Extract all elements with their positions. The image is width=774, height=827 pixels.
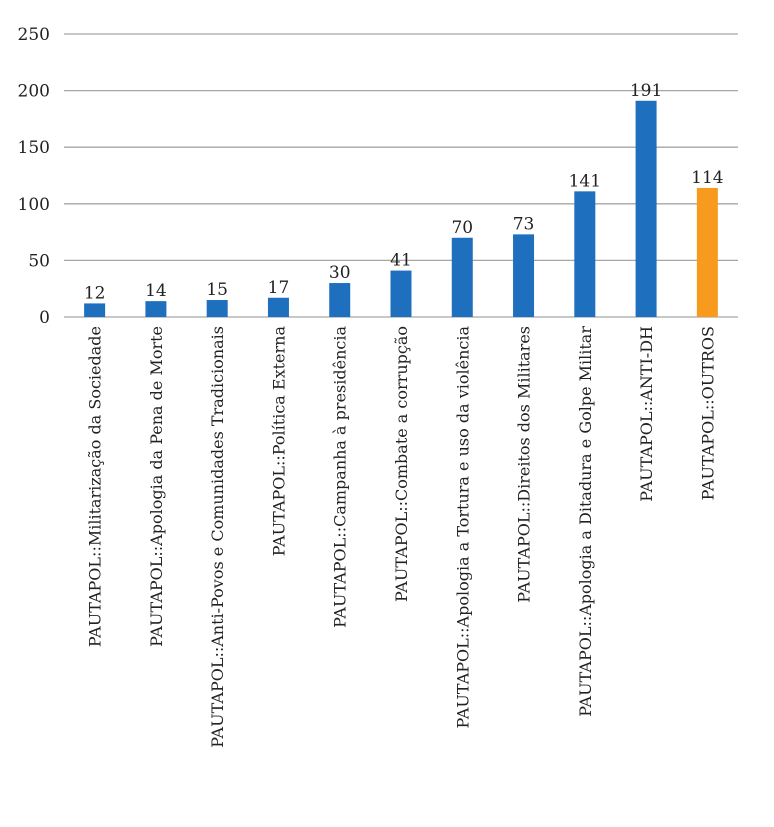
y-tick-label: 150 [18, 138, 50, 158]
data-label: 41 [390, 251, 412, 271]
x-category-label: PAUTAPOL::Apologia a Tortura e uso da vi… [453, 326, 472, 729]
y-tick-label: 250 [18, 25, 50, 45]
data-label: 12 [84, 283, 106, 303]
bar-11 [696, 187, 718, 317]
x-category-label: PAUTAPOL::Direitos dos Militares [515, 326, 534, 603]
data-labels: 12 14 15 17 30 41 70 73 141 191 114 [84, 81, 724, 304]
bar-4 [267, 297, 289, 317]
y-tick-label: 0 [39, 308, 50, 328]
x-category-label: PAUTAPOL::Apologia da Pena de Morte [147, 326, 166, 647]
x-category-label: PAUTAPOL::ANTI-DH [637, 326, 656, 502]
y-tick-label: 50 [28, 251, 50, 271]
x-category-label: PAUTAPOL::Campanha à presidência [331, 326, 350, 628]
y-axis-ticks: 0 50 100 150 200 250 [18, 25, 50, 328]
gridlines [64, 33, 738, 318]
x-category-label: PAUTAPOL::Política Externa [269, 326, 288, 557]
bar-3 [206, 300, 228, 317]
x-category-label: PAUTAPOL::Combate a corrupção [392, 326, 411, 602]
x-axis-categories: PAUTAPOL::Militarização da Sociedade PAUT… [86, 326, 718, 748]
data-label: 14 [145, 281, 167, 301]
data-label: 141 [569, 171, 601, 191]
bar-6 [390, 270, 412, 317]
y-tick-label: 200 [18, 82, 50, 102]
bars [84, 100, 718, 318]
bar-2 [145, 301, 167, 317]
bar-8 [513, 234, 535, 317]
bar-10 [635, 100, 657, 318]
bar-7 [451, 237, 473, 317]
bar-5 [329, 283, 351, 317]
data-label: 70 [451, 218, 473, 238]
data-label: 17 [268, 278, 290, 298]
bar-9 [574, 191, 596, 317]
x-category-label: PAUTAPOL::OUTROS [698, 326, 717, 500]
x-category-label: PAUTAPOL::Militarização da Sociedade [86, 326, 105, 647]
data-label: 73 [513, 214, 535, 234]
data-label: 15 [206, 280, 228, 300]
bar-1 [84, 303, 106, 317]
data-label: 30 [329, 263, 351, 283]
x-category-label: PAUTAPOL::Anti-Povos e Comunidades Tradi… [208, 326, 227, 748]
y-tick-label: 100 [18, 195, 50, 215]
data-label: 191 [630, 81, 662, 101]
x-category-label: PAUTAPOL::Apologia a Ditadura e Golpe Mi… [576, 326, 595, 717]
data-label: 114 [691, 168, 723, 188]
